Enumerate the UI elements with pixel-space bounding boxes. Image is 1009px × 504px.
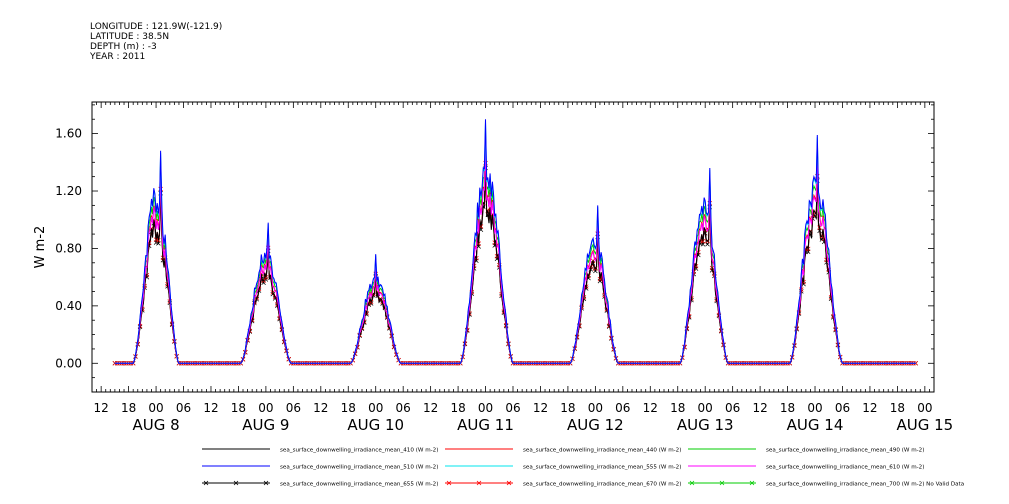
x-tick-label: 00 xyxy=(807,401,822,415)
x-tick-label: 00 xyxy=(917,401,932,415)
x-tick-label: 12 xyxy=(533,401,548,415)
day-label: AUG 10 xyxy=(347,416,404,434)
x-tick-label: 18 xyxy=(121,401,136,415)
x-tick-label: 18 xyxy=(231,401,246,415)
legend-label: sea_surface_downwelling_irradiance_mean_… xyxy=(766,448,924,454)
legend-marker xyxy=(446,480,452,486)
legend-marker xyxy=(689,480,695,486)
legend-marker xyxy=(476,480,482,486)
x-tick-label: 06 xyxy=(176,401,191,415)
header-longitude: LONGITUDE : 121.9W(-121.9) xyxy=(90,22,223,32)
legend-label: sea_surface_downwelling_irradiance_mean_… xyxy=(766,482,964,488)
x-tick-label: 18 xyxy=(341,401,356,415)
x-tick-label: 12 xyxy=(313,401,328,415)
day-label: AUG 12 xyxy=(567,416,624,434)
legend-label: sea_surface_downwelling_irradiance_mean_… xyxy=(523,448,681,454)
legend-marker xyxy=(203,480,209,486)
x-tick-label: 18 xyxy=(670,401,685,415)
y-axis-label: W m-2 xyxy=(33,226,48,269)
x-tick-label: 06 xyxy=(505,401,520,415)
x-tick-label: 06 xyxy=(396,401,411,415)
day-label: AUG 11 xyxy=(457,416,514,434)
series-lines xyxy=(112,119,918,366)
day-label: AUG 15 xyxy=(896,416,953,434)
x-tick-label: 12 xyxy=(752,401,767,415)
x-tick-label: 06 xyxy=(835,401,850,415)
series-marker-6 xyxy=(597,278,603,284)
x-tick-label: 00 xyxy=(148,401,163,415)
x-tick-label: 06 xyxy=(615,401,630,415)
legend-marker xyxy=(749,480,755,486)
axes: 12 18 00 06 12 18 00 06 12 18 00 06 12 18 00 06 12 18 00 06… xyxy=(33,101,953,434)
legend-marker xyxy=(263,480,269,486)
x-tick-label: 00 xyxy=(698,401,713,415)
x-tick-label: 18 xyxy=(890,401,905,415)
legend-label: sea_surface_downwelling_irradiance_mean_… xyxy=(523,482,681,488)
x-tick-label: 06 xyxy=(286,401,301,415)
x-tick-label: 12 xyxy=(643,401,658,415)
x-tick-label: 12 xyxy=(423,401,438,415)
x-tick-label: 06 xyxy=(725,401,740,415)
x-tick-label: 00 xyxy=(368,401,383,415)
header-latitude: LATITUDE : 38.5N xyxy=(90,32,170,42)
y-tick-label: 0.00 xyxy=(55,356,82,370)
x-tick-label: 12 xyxy=(203,401,218,415)
y-tick-label: 0.40 xyxy=(55,299,82,313)
day-label: AUG 14 xyxy=(787,416,844,434)
x-tick-label: 18 xyxy=(780,401,795,415)
header-year: YEAR : 2011 xyxy=(90,52,146,62)
y-tick-label: 1.60 xyxy=(55,127,82,141)
x-tick-label: 00 xyxy=(258,401,273,415)
series-line-3 xyxy=(114,119,916,364)
legend-label: sea_surface_downwelling_irradiance_mean_… xyxy=(523,465,681,471)
legend-label: sea_surface_downwelling_irradiance_mean_… xyxy=(280,448,438,454)
x-tick-label: 18 xyxy=(450,401,465,415)
x-tick-label: 12 xyxy=(862,401,877,415)
x-tick-label: 00 xyxy=(478,401,493,415)
legend-marker xyxy=(506,480,512,486)
legend-label: sea_surface_downwelling_irradiance_mean_… xyxy=(280,482,438,488)
y-tick-label: 1.20 xyxy=(55,184,82,198)
legend-label: sea_surface_downwelling_irradiance_mean_… xyxy=(766,465,924,471)
series-marker-6 xyxy=(263,277,269,282)
day-label: AUG 8 xyxy=(132,416,179,434)
metadata-header: LONGITUDE : 121.9W(-121.9) LATITUDE : 38… xyxy=(90,22,222,62)
legend-marker xyxy=(719,480,725,486)
day-label: AUG 13 xyxy=(677,416,734,434)
legend: sea_surface_downwelling_irradiance_mean_… xyxy=(202,448,964,488)
legend-label: sea_surface_downwelling_irradiance_mean_… xyxy=(280,465,438,471)
y-tick-label: 0.80 xyxy=(55,241,82,255)
legend-marker xyxy=(233,480,239,486)
day-label: AUG 9 xyxy=(242,416,289,434)
x-tick-label: 12 xyxy=(94,401,109,415)
x-tick-label: 00 xyxy=(588,401,603,415)
header-depth: DEPTH (m) : -3 xyxy=(90,42,157,52)
series-marker-6 xyxy=(261,280,266,286)
x-tick-label: 18 xyxy=(560,401,575,415)
